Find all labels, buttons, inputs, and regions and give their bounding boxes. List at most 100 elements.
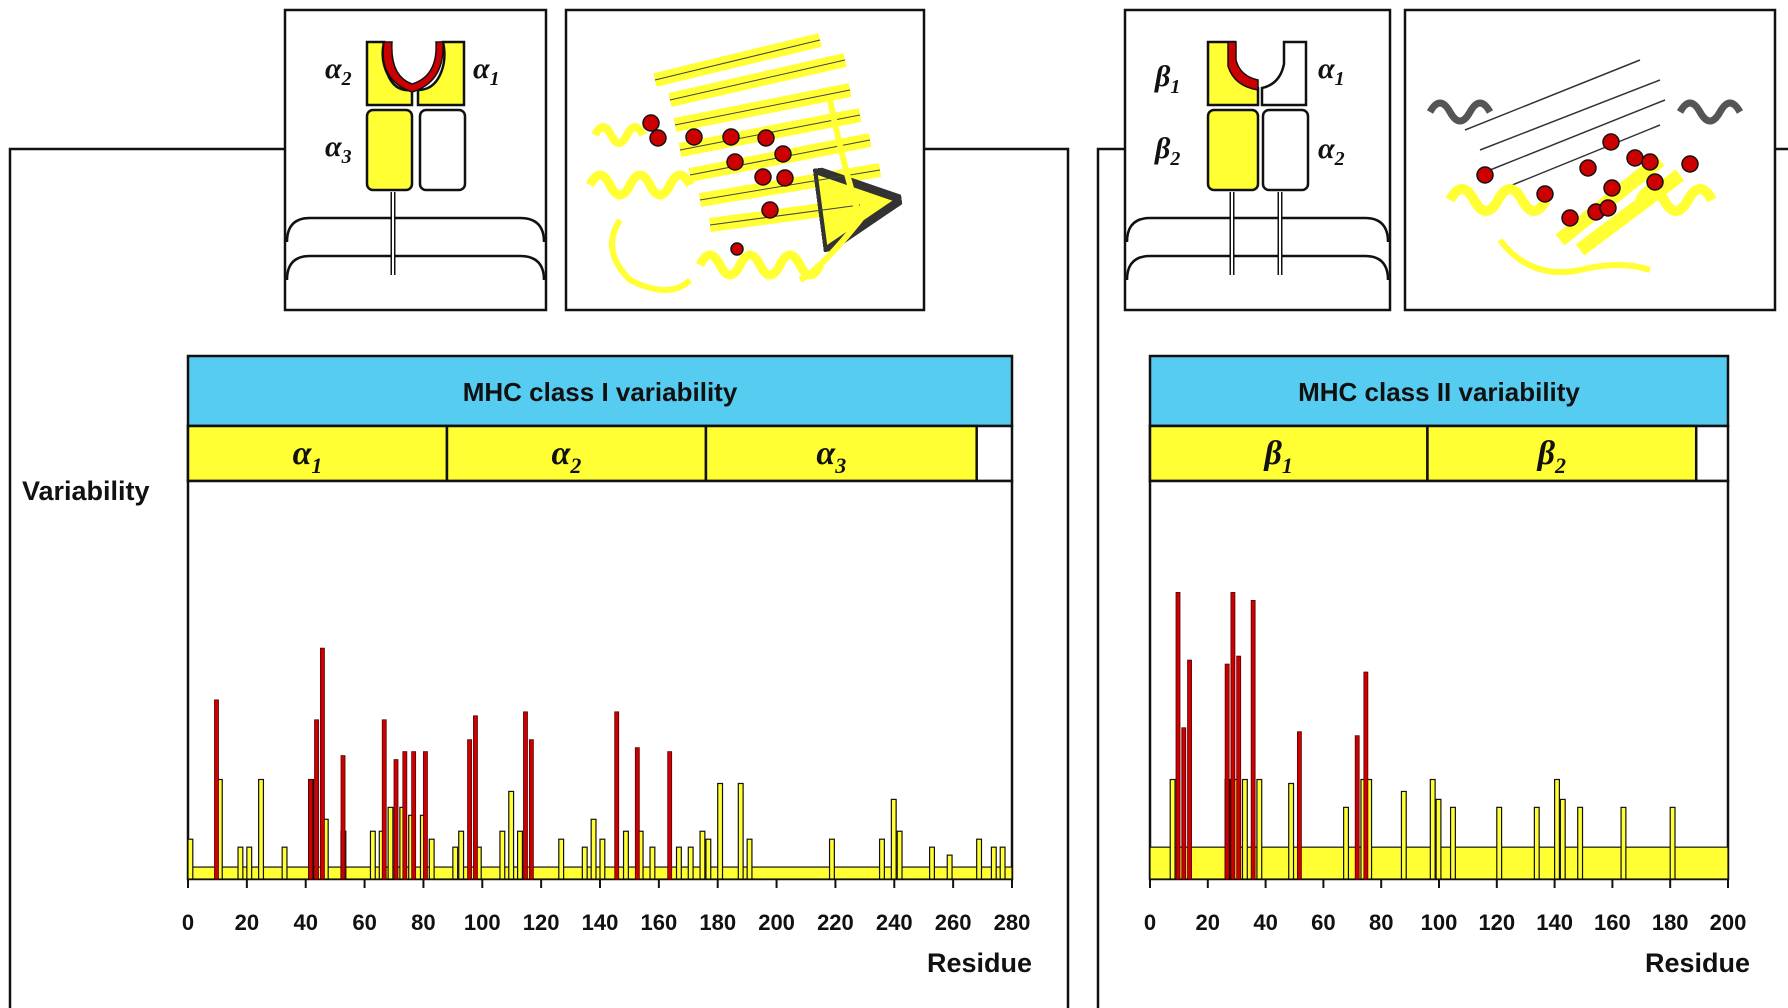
polymorphic-bar — [320, 647, 325, 880]
variability-bar — [1669, 806, 1676, 880]
class-one-title: MHC class I variability — [463, 377, 738, 407]
polymorphic-bar — [423, 751, 428, 880]
x-tick-label: 60 — [1311, 910, 1335, 935]
variability-bar — [622, 830, 629, 880]
variability-bar — [999, 846, 1006, 880]
class-two-structure — [1403, 8, 1777, 312]
variability-bar — [369, 830, 376, 880]
ribbon-structure — [1426, 53, 1744, 275]
polymorphic-bar — [1230, 592, 1236, 880]
polymorphic-bar — [411, 751, 417, 880]
alpha1-domain-ii — [1260, 40, 1308, 107]
polymorphic-bar — [467, 739, 472, 880]
x-tick-label: 80 — [411, 910, 435, 935]
polymorphic-bar — [528, 739, 534, 880]
variability-bar — [878, 838, 885, 880]
variability-bar — [452, 846, 459, 880]
variability-bar — [1496, 806, 1503, 880]
y-axis-label: Variability — [22, 476, 150, 506]
x-tick-label: 120 — [523, 910, 560, 935]
variability-bar — [1256, 778, 1263, 880]
polymorphic-bar — [308, 779, 314, 880]
class-one-frame — [8, 147, 1070, 1008]
x-tick-label: 20 — [1196, 910, 1220, 935]
class-one-panel: α2 α1 α3 MHC class I variab — [8, 8, 1070, 1008]
variability-bar — [581, 846, 588, 880]
alpha2-ii-glyph-label: α2 — [1318, 132, 1345, 170]
polymorphic-bar — [614, 711, 620, 880]
membrane — [285, 216, 546, 243]
x-tick-label: 160 — [1594, 910, 1631, 935]
x-tick-label: 260 — [935, 910, 972, 935]
variability-bar — [558, 838, 565, 880]
schematic-box — [283, 8, 548, 312]
polymorphic-bar — [1224, 663, 1230, 880]
polymorphic-bar — [340, 755, 346, 880]
x-tick-label: 220 — [817, 910, 854, 935]
polymorphic-bar — [1236, 655, 1242, 880]
variability-bar — [1553, 778, 1560, 880]
class-two-x-axis-label: Residue — [1645, 948, 1750, 978]
membrane — [1125, 216, 1390, 243]
class-two-title: MHC class II variability — [1298, 377, 1580, 407]
polymorphic-bar — [1181, 727, 1187, 880]
membrane — [285, 254, 546, 281]
beta2-glyph-label: β2 — [1154, 132, 1180, 170]
class-two-title-bar — [1148, 354, 1730, 428]
alpha3-domain — [365, 108, 414, 192]
class-two-frame — [1096, 147, 1788, 1008]
variability-bar — [499, 830, 506, 880]
polymorphic-bar — [523, 711, 528, 880]
variability-bar — [890, 798, 897, 880]
x-tick-label: 160 — [640, 910, 677, 935]
class-two-panel: β1 α1 β2 α2 M — [1096, 8, 1788, 1008]
variability-bar — [828, 838, 835, 880]
polymorphic-bar — [381, 719, 387, 880]
class-one-domains: α1 α2 α3 — [186, 424, 978, 483]
polymorphic-bar — [1175, 592, 1181, 880]
x-tick-label: 280 — [994, 910, 1031, 935]
variability-bar — [1241, 778, 1248, 880]
variability-bar — [1343, 806, 1350, 880]
polymorphic-bar — [667, 751, 673, 880]
class-one-plot — [187, 647, 1013, 880]
polymorphic-bar — [634, 747, 640, 880]
beta1-glyph-label: β1 — [1154, 60, 1180, 98]
variability-bar — [737, 782, 744, 880]
x-tick-label: 100 — [464, 910, 501, 935]
membrane — [1125, 254, 1390, 281]
variability-bar — [746, 838, 753, 880]
variability-bar — [1400, 790, 1407, 880]
class-one-structure — [564, 8, 926, 312]
variability-bar — [687, 846, 694, 880]
variability-bar — [599, 838, 606, 880]
beta1-groove — [1227, 41, 1259, 91]
alpha2-glyph-label: α2 — [325, 52, 352, 90]
alpha1-ii-glyph-label: α1 — [1318, 52, 1345, 90]
x-tick-label: 120 — [1478, 910, 1515, 935]
polymorphic-residue-dots — [642, 114, 794, 256]
variability-bar — [649, 846, 656, 880]
beta2-domain — [1206, 108, 1260, 192]
class-one-plot-frame — [186, 479, 1014, 881]
x-tick-label: 0 — [1144, 910, 1156, 935]
polymorphic-bar — [214, 699, 219, 880]
x-tick-label: 0 — [182, 910, 194, 935]
variability-bar — [508, 790, 515, 880]
variability-bar — [258, 778, 265, 880]
class-two-domains: β1 β2 — [1148, 424, 1698, 483]
polymorphic-bar — [1296, 731, 1302, 880]
variability-bar — [281, 846, 288, 880]
variability-bar — [1288, 782, 1295, 880]
polymorphic-bar — [1354, 735, 1360, 880]
variability-bar — [1577, 806, 1584, 880]
alpha1-glyph-label: α1 — [473, 52, 500, 90]
variability-bar — [1533, 806, 1540, 880]
class-one-title-bar — [186, 354, 1014, 428]
class-one-schematic: α2 α1 α3 — [283, 8, 548, 312]
variability-bar — [428, 838, 435, 880]
variability-bar — [990, 846, 997, 880]
polymorphic-bar — [1187, 659, 1192, 880]
variability-bar — [699, 830, 706, 880]
